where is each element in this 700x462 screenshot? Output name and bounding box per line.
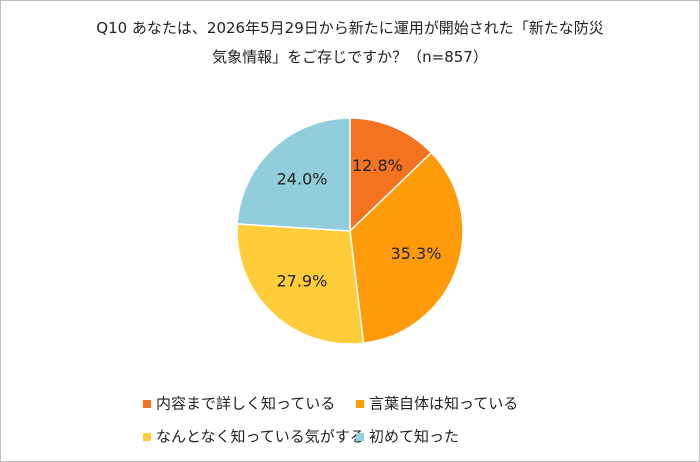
data-label: 27.9% <box>276 271 327 290</box>
pie-slice <box>236 223 365 345</box>
legend-label: 言葉自体は知っている <box>369 395 518 413</box>
legend-swatch <box>356 400 364 408</box>
data-label: 24.0% <box>277 169 328 188</box>
legend-swatch <box>143 433 151 441</box>
legend-label: 初めて知った <box>369 428 459 446</box>
pie-slice <box>349 151 464 345</box>
pie-slice <box>349 117 433 233</box>
data-label: 35.3% <box>391 244 442 263</box>
legend-swatch <box>356 433 364 441</box>
chart-title: Q10 あなたは、2026年5月29日から新たに運用が開始された「新たな防災気象… <box>96 19 604 66</box>
data-label: 12.8% <box>352 156 403 175</box>
legend-label: なんとなく知っている気がする <box>156 428 365 446</box>
legend-label: 内容まで詳しく知っている <box>156 395 335 413</box>
legend-swatch <box>143 400 151 408</box>
pie-slice <box>236 117 351 232</box>
